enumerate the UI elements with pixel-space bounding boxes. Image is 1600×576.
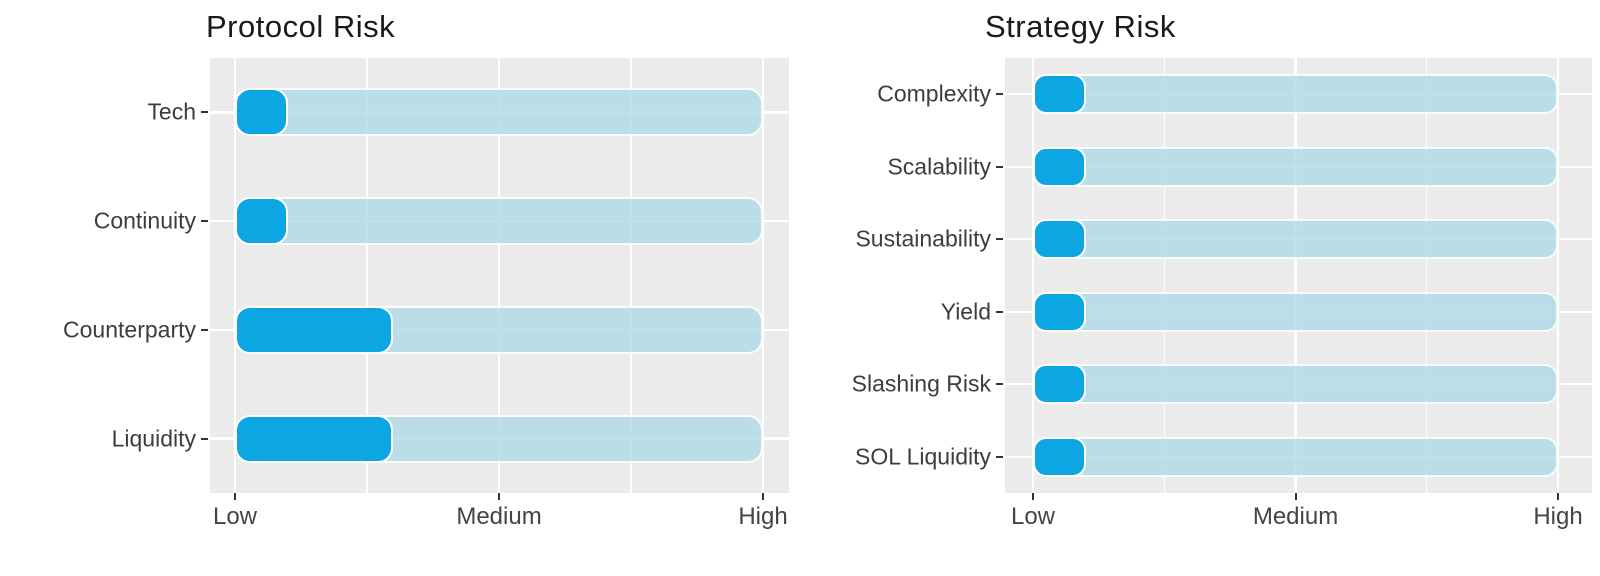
risk-track-bar bbox=[235, 88, 763, 137]
x-axis-label: High bbox=[1533, 503, 1583, 530]
y-axis-tick bbox=[201, 328, 208, 331]
y-axis-tick bbox=[996, 238, 1003, 241]
protocol-risk-title: Protocol Risk bbox=[206, 9, 396, 44]
category-label: Yield bbox=[940, 298, 991, 325]
x-axis-label: Medium bbox=[1252, 503, 1339, 530]
risk-value-bar bbox=[235, 414, 394, 463]
risk-track-bar bbox=[1033, 436, 1558, 477]
major-gridline bbox=[1031, 58, 1035, 493]
minor-gridline bbox=[1426, 58, 1428, 493]
x-axis-label: Low bbox=[212, 503, 258, 530]
risk-track-bar bbox=[1033, 74, 1558, 115]
risk-value-bar bbox=[1033, 364, 1086, 405]
category-label: Sustainability bbox=[855, 225, 991, 252]
minor-gridline bbox=[1163, 58, 1165, 493]
category-label: Liquidity bbox=[111, 425, 196, 452]
category-label: Slashing Risk bbox=[851, 370, 991, 397]
risk-track-bar bbox=[1033, 219, 1558, 260]
x-axis-tick bbox=[1294, 493, 1297, 500]
risk-value-bar bbox=[235, 197, 288, 246]
risk-track-bar bbox=[235, 197, 763, 246]
major-gridline bbox=[233, 58, 237, 493]
major-gridline bbox=[497, 58, 501, 493]
category-label: Scalability bbox=[887, 153, 991, 180]
category-label: Tech bbox=[147, 98, 196, 125]
y-axis-tick bbox=[201, 437, 208, 440]
major-gridline bbox=[761, 58, 765, 493]
x-axis-label: High bbox=[738, 503, 788, 530]
risk-value-bar bbox=[1033, 219, 1086, 260]
risk-value-bar bbox=[1033, 436, 1086, 477]
major-gridline bbox=[1556, 58, 1560, 493]
risk-value-bar bbox=[1033, 146, 1086, 187]
x-axis-label: Medium bbox=[456, 503, 542, 530]
risk-track-bar bbox=[1033, 146, 1558, 187]
risk-value-bar bbox=[1033, 74, 1086, 115]
risk-value-bar bbox=[235, 88, 288, 137]
x-axis-tick bbox=[762, 493, 764, 500]
category-label: Continuity bbox=[93, 207, 196, 234]
x-axis-tick bbox=[498, 493, 500, 500]
x-axis-tick bbox=[1557, 493, 1559, 500]
y-axis-tick bbox=[996, 455, 1003, 458]
y-axis-tick bbox=[201, 111, 208, 114]
x-axis-label: Low bbox=[1010, 503, 1056, 530]
minor-gridline bbox=[630, 58, 632, 493]
protocol-risk-plot-panel bbox=[210, 58, 789, 493]
strategy-risk-plot-panel bbox=[1005, 58, 1592, 493]
y-axis-tick bbox=[996, 310, 1003, 313]
major-gridline bbox=[1294, 58, 1297, 493]
risk-track-bar bbox=[1033, 364, 1558, 405]
strategy-risk-title: Strategy Risk bbox=[985, 9, 1176, 44]
y-axis-tick bbox=[996, 383, 1003, 386]
y-axis-tick bbox=[201, 220, 208, 223]
category-label: Counterparty bbox=[63, 316, 196, 343]
x-axis-tick bbox=[1032, 493, 1034, 500]
x-axis-tick bbox=[234, 493, 236, 500]
risk-value-bar bbox=[235, 305, 394, 354]
minor-gridline bbox=[366, 58, 368, 493]
category-label: Complexity bbox=[877, 80, 991, 107]
risk-value-bar bbox=[1033, 291, 1086, 332]
y-axis-tick bbox=[996, 93, 1003, 96]
y-axis-tick bbox=[996, 165, 1003, 168]
risk-track-bar bbox=[1033, 291, 1558, 332]
category-label: SOL Liquidity bbox=[855, 443, 991, 470]
